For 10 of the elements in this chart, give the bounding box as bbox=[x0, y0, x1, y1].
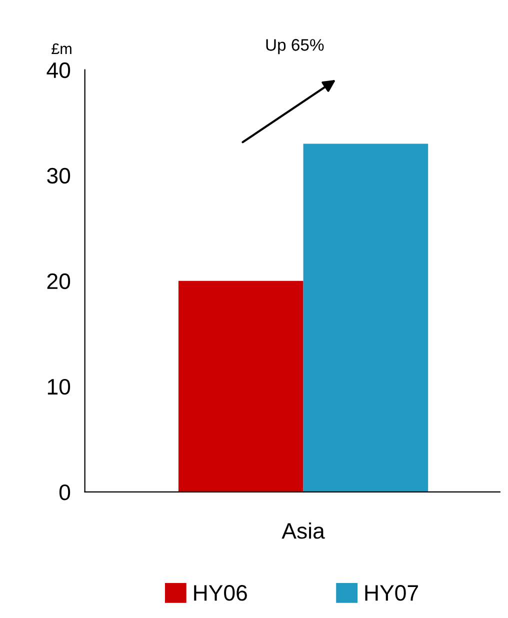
y-axis-title: £m bbox=[52, 43, 72, 54]
text: Up 65% bbox=[266, 39, 324, 54]
y-tick-label: 40 bbox=[46, 62, 70, 78]
legend-label: HY07 bbox=[365, 585, 418, 601]
y-tick-label: 0 bbox=[59, 484, 70, 500]
y-tick-label: 20 bbox=[47, 273, 70, 290]
y-tick-label: 10 bbox=[48, 378, 70, 395]
y-tick-label: 30 bbox=[47, 168, 70, 184]
legend-label: HY06 bbox=[194, 585, 247, 601]
x-tick-label: Asia bbox=[282, 522, 325, 539]
